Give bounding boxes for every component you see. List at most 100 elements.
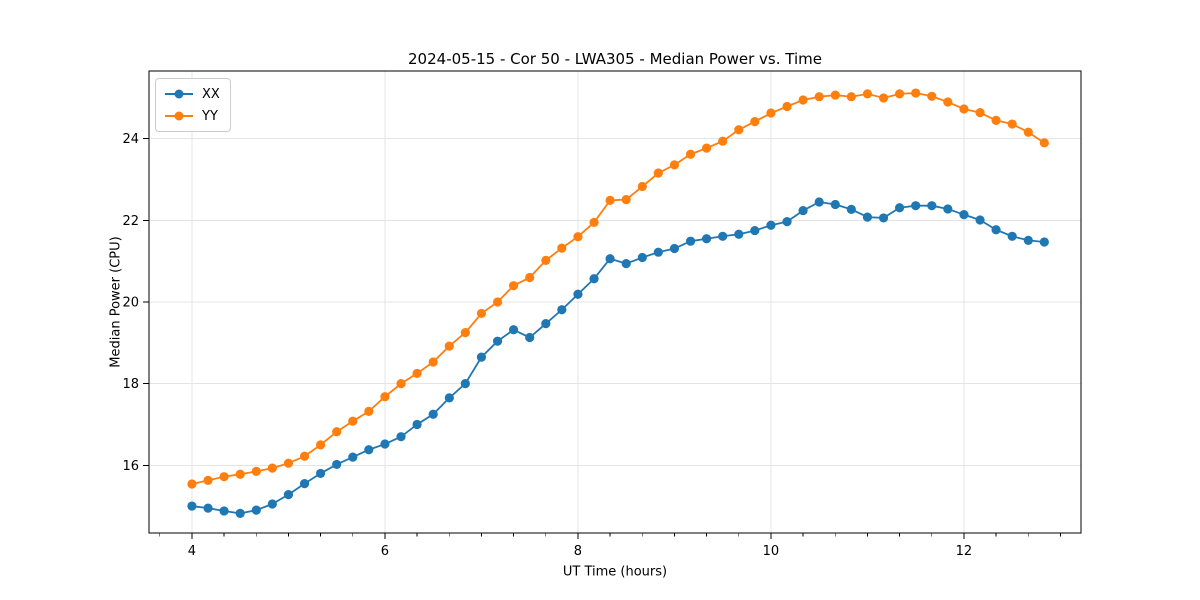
data-point [541, 319, 551, 329]
data-point [444, 393, 454, 403]
data-point [508, 281, 519, 291]
data-point [605, 254, 615, 264]
data-point [830, 90, 840, 100]
data-point [219, 472, 229, 482]
data-point [701, 234, 712, 244]
data-point [267, 499, 277, 509]
data-point [1023, 127, 1033, 137]
data-point [991, 115, 1001, 125]
data-point [541, 255, 551, 265]
data-point [846, 204, 856, 214]
data-point [557, 243, 567, 253]
data-point [460, 328, 470, 338]
data-point [589, 274, 599, 284]
data-point [846, 92, 856, 102]
legend-label: YY [202, 108, 218, 124]
x-tick-label: 12 [956, 544, 973, 559]
y-tick-label: 24 [122, 132, 139, 147]
y-axis-label: Median Power (CPU) [108, 236, 124, 368]
data-point [348, 452, 358, 462]
data-point [299, 451, 310, 461]
data-point [187, 501, 197, 511]
data-point [798, 205, 808, 216]
data-point [267, 463, 277, 473]
data-point [1039, 138, 1049, 148]
data-point [251, 466, 261, 476]
data-point [975, 108, 985, 118]
legend: XX YY [155, 78, 231, 132]
data-point [830, 199, 840, 210]
data-point [364, 406, 374, 416]
data-point [621, 259, 631, 269]
data-point [734, 229, 744, 239]
data-point [911, 201, 921, 211]
data-point [927, 91, 937, 101]
data-point [605, 195, 615, 205]
data-point [782, 101, 792, 112]
data-point [637, 181, 647, 192]
data-point [959, 210, 969, 220]
data-point [235, 508, 245, 519]
data-point [589, 217, 599, 228]
data-point [315, 440, 326, 450]
data-point [718, 231, 728, 241]
x-axis-label: UT Time (hours) [562, 564, 668, 580]
data-point [203, 475, 213, 485]
data-point [444, 341, 454, 351]
data-point [814, 197, 824, 207]
data-point [653, 247, 663, 257]
data-point [348, 416, 358, 426]
data-point [862, 89, 873, 99]
gridlines [149, 71, 1081, 533]
x-tick-label: 8 [574, 544, 582, 559]
data-point [766, 220, 776, 230]
data-point [959, 104, 969, 114]
data-point [621, 194, 631, 205]
data-point [508, 325, 519, 335]
data-point [766, 108, 776, 118]
data-point [975, 215, 985, 225]
data-point [943, 97, 953, 107]
data-point [669, 243, 680, 254]
data-point [251, 505, 261, 515]
data-point [283, 458, 294, 468]
data-point [878, 93, 889, 103]
series-xx [187, 197, 1049, 519]
data-point [525, 332, 535, 343]
data-point [782, 216, 792, 227]
legend-label: XX [202, 86, 220, 102]
data-point [476, 352, 487, 362]
data-point [750, 225, 760, 236]
tick-labels: 4 6 8 10 12 16 18 20 22 24 [122, 132, 972, 559]
data-point [299, 479, 310, 489]
data-point [283, 490, 294, 500]
data-point [1039, 237, 1049, 247]
data-point [814, 92, 824, 102]
x-tick-label: 10 [763, 544, 780, 559]
y-tick-label: 18 [122, 377, 139, 392]
data-point [734, 125, 744, 135]
data-point [701, 143, 712, 153]
data-point [219, 506, 229, 516]
data-point [396, 379, 406, 389]
data-point [428, 409, 438, 419]
series-line [191, 92, 1045, 485]
data-point [492, 297, 503, 307]
y-tick-label: 16 [122, 459, 139, 474]
legend-line-marker-icon [165, 89, 193, 99]
data-point [991, 225, 1001, 235]
data-point [396, 432, 406, 442]
x-tick-label: 4 [188, 544, 196, 559]
chart-title: 2024-05-15 - Cor 50 - LWA305 - Median Po… [408, 50, 822, 68]
legend-line-marker-icon [165, 111, 193, 121]
data-point [894, 89, 905, 99]
data-point [878, 213, 889, 223]
data-point [1007, 231, 1017, 241]
data-point [380, 439, 390, 449]
data-point [669, 160, 680, 170]
data-point [573, 289, 583, 299]
y-tick-label: 22 [122, 214, 139, 229]
data-point [911, 88, 921, 98]
